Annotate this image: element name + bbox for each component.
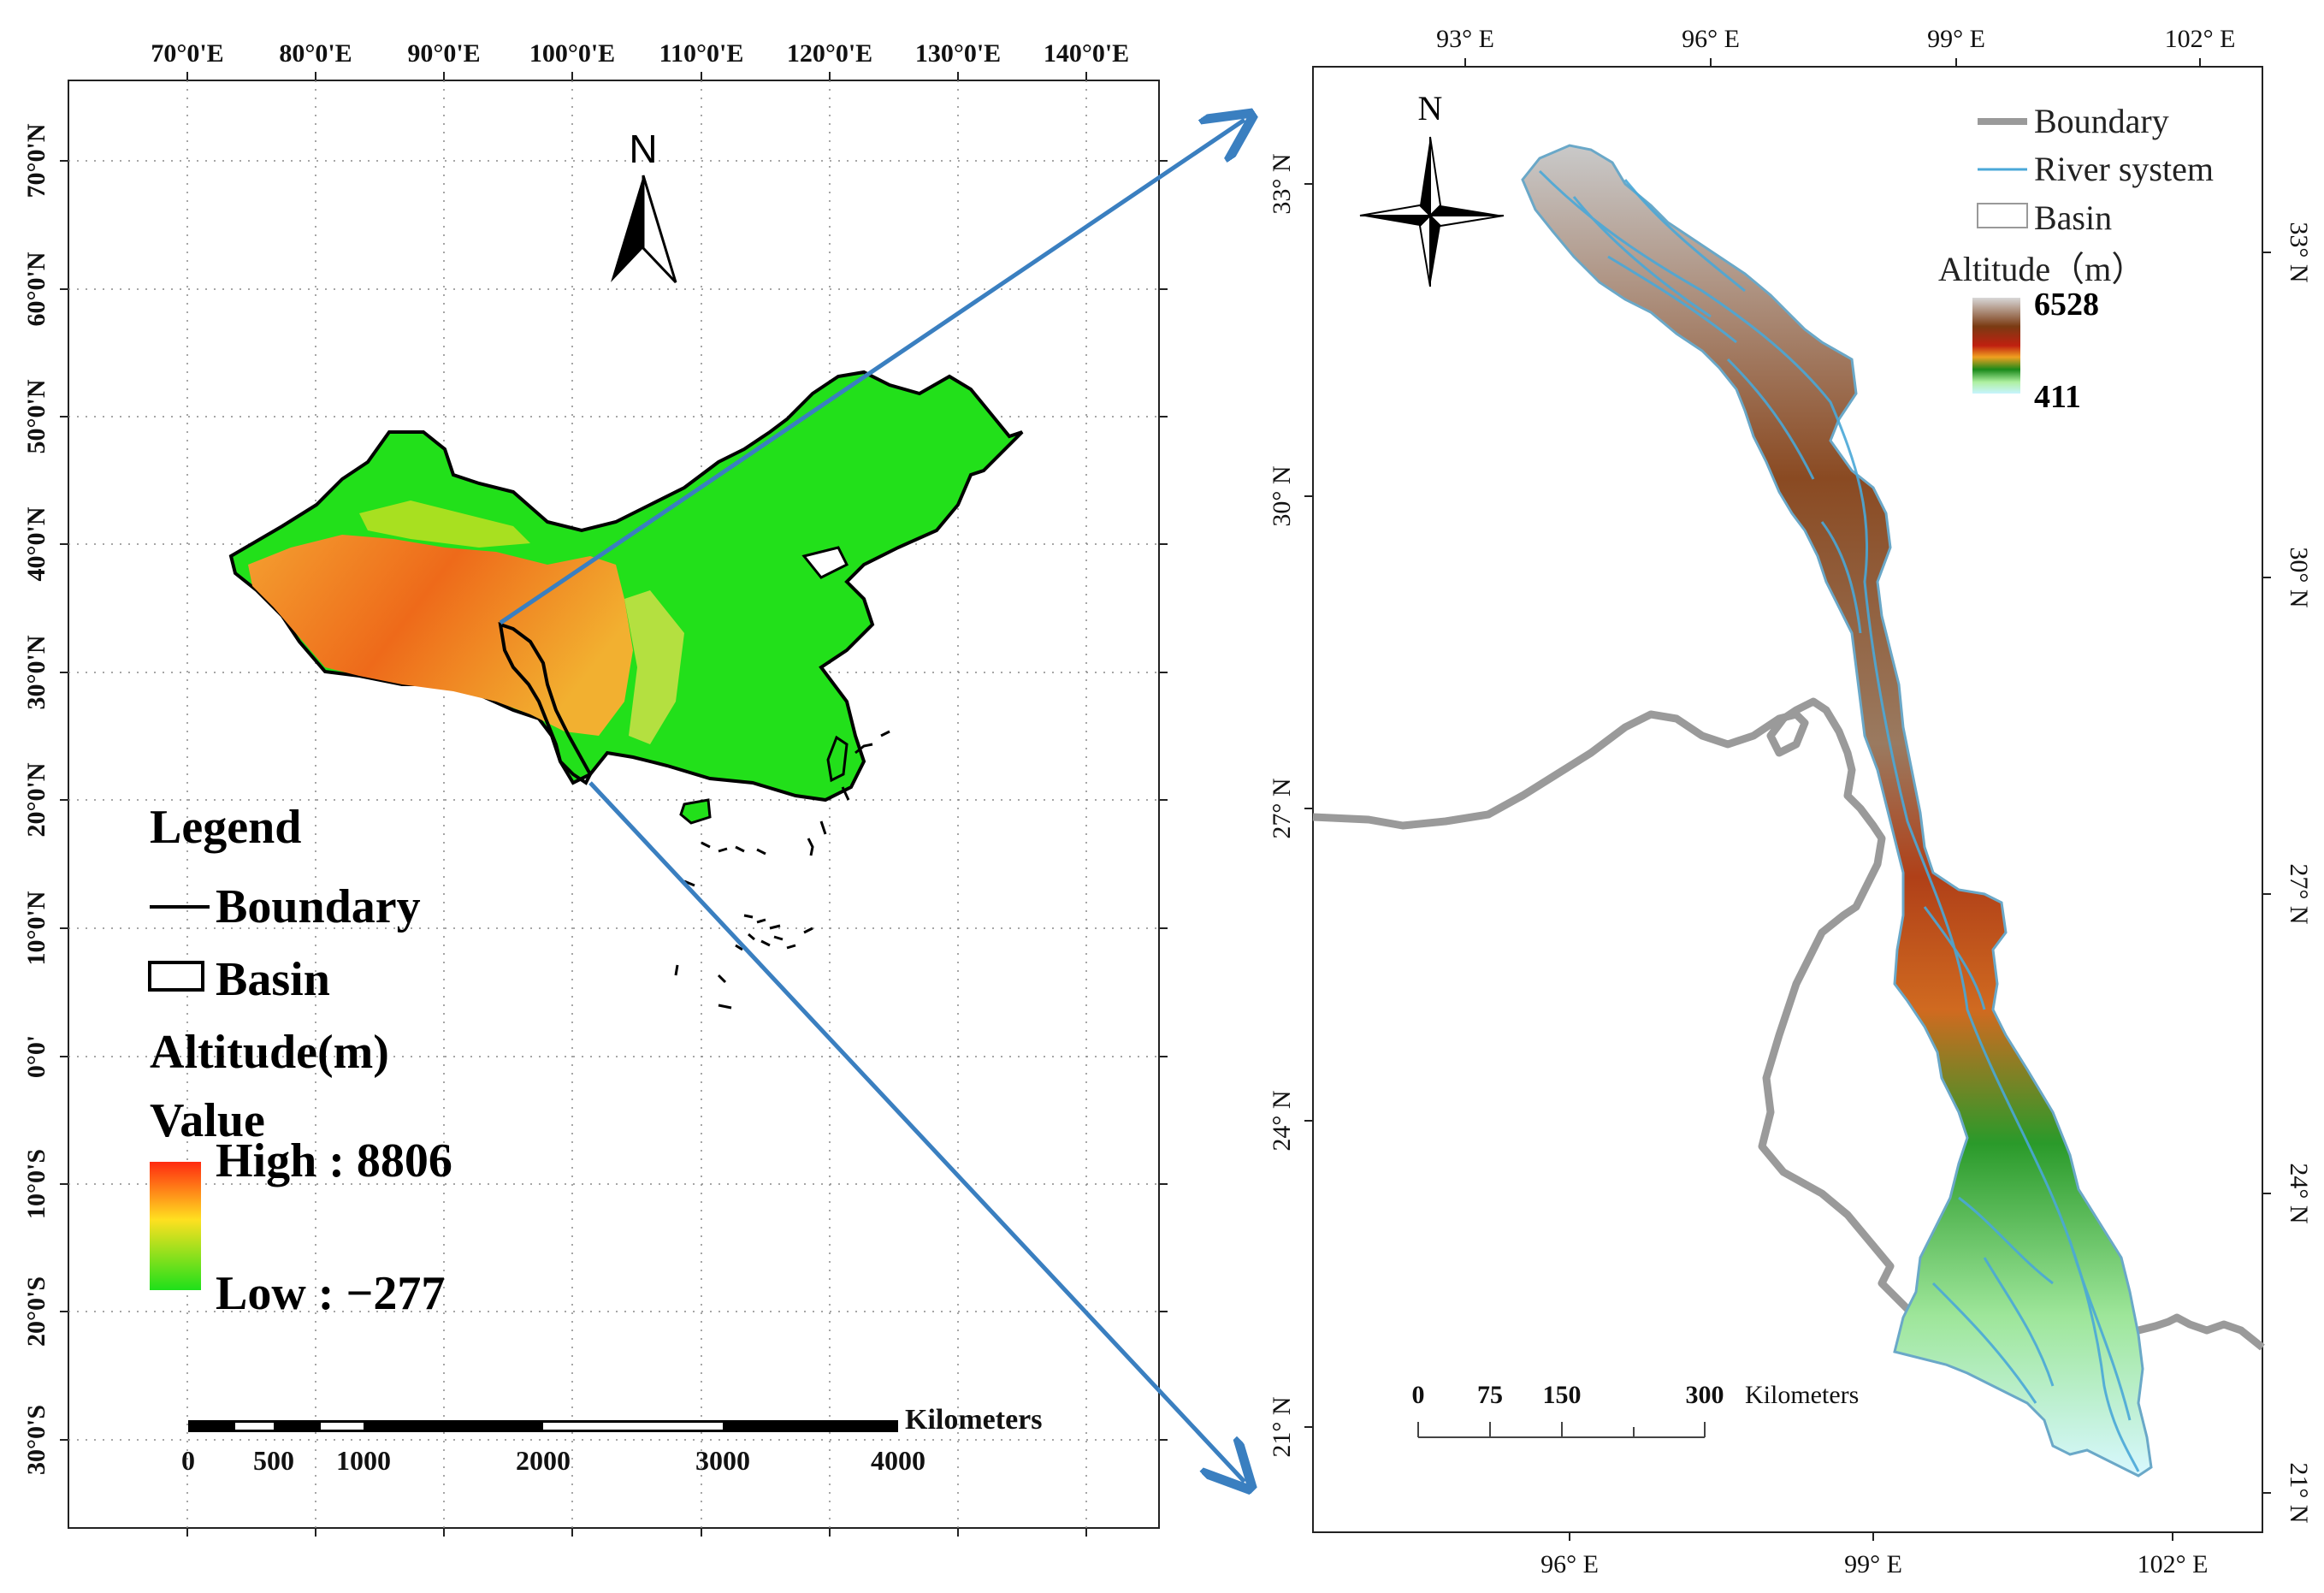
- legend-boundary-label: Boundary: [216, 880, 421, 933]
- north-arrow-icon: [611, 175, 643, 282]
- scale-label: 500: [253, 1445, 294, 1476]
- north-label: N: [629, 127, 657, 171]
- lat-label: 33° N: [2285, 222, 2313, 282]
- scale-unit: Kilometers: [905, 1404, 1043, 1436]
- right-scale-bar: 0 75 150 300 Kilometers: [1412, 1381, 1859, 1438]
- river-system: [1538, 169, 2140, 1472]
- tibet-plateau: [248, 535, 633, 736]
- lon-label: 102° E: [2138, 1550, 2209, 1578]
- taiwan: [826, 735, 849, 783]
- connector-arrow-top: [499, 120, 1245, 625]
- lat-label: 20°0'S: [22, 1276, 50, 1347]
- right-legend: Boundary River system Basin Altitude（m） …: [1938, 102, 2214, 415]
- lon-label: 93° E: [1436, 25, 1494, 53]
- legend-color-ramp: [150, 1162, 201, 1290]
- lat-label: 24° N: [2285, 1163, 2313, 1223]
- legend-basin-label: Basin: [2034, 198, 2112, 237]
- lat-label: 70°0'N: [22, 123, 50, 198]
- scale-label: 75: [1477, 1381, 1503, 1409]
- lon-label: 70°0'E: [151, 39, 223, 68]
- lon-label: 110°0'E: [659, 39, 744, 68]
- scale-label: 150: [1543, 1381, 1582, 1409]
- legend-basin-swatch: [148, 961, 204, 992]
- lon-label: 96° E: [1682, 25, 1740, 53]
- legend-boundary-label: Boundary: [2034, 102, 2169, 140]
- right-lat-labels: 33° N 30° N 27° N 24° N 21° N 33° N 30° …: [1268, 153, 2313, 1523]
- legend-basin-swatch: [1977, 203, 2028, 228]
- scale-unit: Kilometers: [1745, 1381, 1859, 1409]
- lat-label: 30°0'N: [22, 635, 50, 709]
- lat-label: 27° N: [2285, 863, 2313, 924]
- lat-label: 20°0'N: [22, 762, 50, 837]
- lon-label: 120°0'E: [787, 39, 872, 68]
- left-north-arrow: N: [611, 127, 677, 284]
- lat-label: 30° N: [2285, 547, 2313, 607]
- right-lon-labels: 93° E 96° E 99° E 102° E 96° E 99° E 102…: [1436, 25, 2235, 1578]
- lat-label: 50°0'N: [22, 379, 50, 453]
- hainan: [679, 798, 712, 825]
- legend-altitude-label: Altitude（m）: [1938, 250, 2145, 288]
- scale-label: 3000: [695, 1445, 750, 1476]
- legend-high-label: High : 8806: [216, 1134, 452, 1187]
- left-gridlines: [68, 80, 1159, 1528]
- legend-basin-label: Basin: [216, 953, 330, 1006]
- legend-title: Legend: [150, 801, 301, 854]
- scale-label: 2000: [516, 1445, 571, 1476]
- lon-label: 140°0'E: [1044, 39, 1129, 68]
- lon-label: 80°0'E: [279, 39, 352, 68]
- lon-label: 96° E: [1540, 1550, 1599, 1578]
- legend-altitude-label: Altitude(m): [150, 1026, 389, 1079]
- lon-label: 130°0'E: [915, 39, 1001, 68]
- china-map: [228, 370, 1024, 1010]
- legend-low-label: Low : −277: [216, 1267, 445, 1320]
- lat-label: 21° N: [1268, 1396, 1296, 1457]
- lat-label: 24° N: [1268, 1090, 1296, 1151]
- left-basin-outline: [498, 622, 593, 785]
- legend-color-ramp: [1972, 298, 2020, 394]
- lat-label: 60°0'N: [22, 252, 50, 326]
- left-legend: Legend Boundary Basin Altitude(m) Value …: [148, 801, 452, 1320]
- right-tick-marks: [1304, 58, 2271, 1541]
- south-sea-islands: [674, 730, 890, 1010]
- lat-label: 10°0'N: [22, 891, 50, 965]
- scale-label: 4000: [871, 1445, 925, 1476]
- left-tick-marks: [60, 72, 1168, 1537]
- north-label: N: [1418, 89, 1443, 127]
- legend-river-label: River system: [2034, 150, 2214, 188]
- right-compass: N: [1359, 89, 1505, 287]
- left-lat-labels: 70°0'N 60°0'N 50°0'N 40°0'N 30°0'N 20°0'…: [22, 123, 50, 1475]
- lat-label: 40°0'N: [22, 506, 50, 581]
- compass-icon: [1420, 137, 1430, 216]
- scale-label: 0: [1412, 1381, 1425, 1409]
- zoom-connector-arrows: [499, 120, 1245, 1482]
- lat-label: 27° N: [1268, 778, 1296, 838]
- scale-label: 300: [1686, 1381, 1724, 1409]
- lon-label: 100°0'E: [529, 39, 615, 68]
- lat-label: 21° N: [2285, 1462, 2313, 1523]
- lat-label: 30° N: [1268, 465, 1296, 526]
- legend-low-label: 411: [2034, 379, 2081, 415]
- connector-arrow-bottom: [588, 781, 1245, 1482]
- left-map-frame: [68, 80, 1160, 1529]
- lat-label: 30°0'S: [22, 1405, 50, 1475]
- lon-label: 99° E: [1927, 25, 1985, 53]
- left-scale-bar: Kilometers 0 500 1000 2000 3000 4000: [181, 1404, 1043, 1476]
- right-basin: [1521, 144, 2153, 1478]
- legend-value-label: Value: [150, 1094, 265, 1147]
- lat-label: 0°0': [22, 1035, 50, 1078]
- lon-label: 90°0'E: [407, 39, 480, 68]
- scale-label: 1000: [336, 1445, 391, 1476]
- legend-high-label: 6528: [2034, 287, 2099, 323]
- lon-label: 102° E: [2165, 25, 2236, 53]
- scale-label: 0: [181, 1445, 195, 1476]
- left-lon-labels: 70°0'E 80°0'E 90°0'E 100°0'E 110°0'E 120…: [151, 39, 1129, 68]
- lat-label: 33° N: [1268, 153, 1296, 214]
- lon-label: 99° E: [1844, 1550, 1902, 1578]
- lat-label: 10°0'S: [22, 1149, 50, 1219]
